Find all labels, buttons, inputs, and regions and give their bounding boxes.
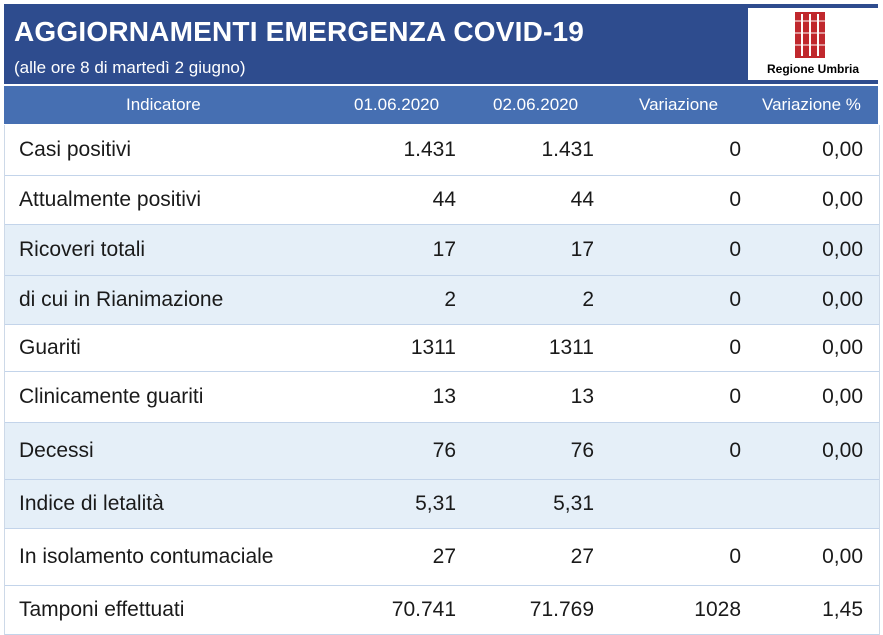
cell-variazione-pct: 0,00 <box>822 238 863 261</box>
row-label: Attualmente positivi <box>19 188 202 211</box>
cell-date-1: 1311 <box>410 336 456 359</box>
cell-date-1: 44 <box>432 188 456 211</box>
row-label: In isolamento contumaciale <box>19 545 274 568</box>
cell-date-1: 17 <box>432 238 456 261</box>
cell-date-2: 17 <box>570 238 594 261</box>
table-row: Attualmente positivi 44 44 0 0,00 <box>5 176 879 225</box>
cell-date-2: 44 <box>570 188 594 211</box>
cell-variazione: 0 <box>729 238 741 261</box>
regione-umbria-emblem-icon <box>795 12 825 58</box>
column-header-date-2: 02.06.2020 <box>493 95 579 114</box>
column-header-date-1: 01.06.2020 <box>354 95 440 114</box>
cell-date-1: 2 <box>444 288 456 311</box>
cell-date-2: 5,31 <box>553 492 594 515</box>
cell-date-2: 1311 <box>548 336 594 359</box>
row-label: Decessi <box>19 439 94 462</box>
table-row: Indice di letalità 5,31 5,31 <box>5 480 879 529</box>
column-header-indicatore: Indicatore <box>126 95 201 114</box>
cell-date-1: 70.741 <box>391 598 456 621</box>
data-table: Casi positivi 1.431 1.431 0 0,00 Attualmente … <box>4 125 880 635</box>
logo-text: Regione Umbria <box>766 62 859 76</box>
cell-date-2: 27 <box>570 545 594 568</box>
table-row: Tamponi effettuati 70.741 71.769 1028 1,45 <box>5 586 879 635</box>
table-row: Guariti 1311 1311 0 0,00 <box>5 325 879 372</box>
column-header-variazione-pct: Variazione % <box>762 95 861 114</box>
header-banner: AGGIORNAMENTI EMERGENZA COVID-19 (alle o… <box>4 4 878 84</box>
cell-variazione-pct: 0,00 <box>822 138 863 161</box>
regione-umbria-logo: Regione Umbria <box>748 8 878 80</box>
cell-date-2: 76 <box>570 439 594 462</box>
cell-date-1: 5,31 <box>415 492 456 515</box>
cell-variazione-pct: 0,00 <box>822 545 863 568</box>
cell-variazione: 1028 <box>694 598 741 621</box>
cell-variazione: 0 <box>729 188 741 211</box>
row-label: Indice di letalità <box>19 492 164 515</box>
table-row: Decessi 76 76 0 0,00 <box>5 423 879 480</box>
cell-date-1: 27 <box>432 545 456 568</box>
cell-variazione: 0 <box>729 288 741 311</box>
cell-date-2: 2 <box>582 288 594 311</box>
cell-date-1: 76 <box>432 439 456 462</box>
cell-date-2: 13 <box>570 385 594 408</box>
column-header-row: Indicatore 01.06.2020 02.06.2020 Variazi… <box>4 86 878 124</box>
column-header-variazione: Variazione <box>639 95 719 114</box>
row-label: Tamponi effettuati <box>19 598 185 621</box>
cell-date-2: 1.431 <box>541 138 594 161</box>
cell-variazione-pct: 0,00 <box>822 336 863 359</box>
cell-variazione: 0 <box>729 439 741 462</box>
cell-variazione-pct: 0,00 <box>822 188 863 211</box>
table-row: Ricoveri totali 17 17 0 0,00 <box>5 225 879 276</box>
row-label: Guariti <box>19 336 81 359</box>
cell-variazione: 0 <box>729 336 741 359</box>
row-label: di cui in Rianimazione <box>19 288 224 311</box>
table-row: In isolamento contumaciale 27 27 0 0,00 <box>5 529 879 586</box>
table-row: di cui in Rianimazione 2 2 0 0,00 <box>5 276 879 325</box>
row-label: Casi positivi <box>19 138 132 161</box>
cell-variazione: 0 <box>729 385 741 408</box>
table-row: Casi positivi 1.431 1.431 0 0,00 <box>5 125 879 176</box>
cell-variazione: 0 <box>729 138 741 161</box>
cell-date-2: 71.769 <box>529 598 594 621</box>
cell-variazione-pct: 0,00 <box>822 439 863 462</box>
row-label: Ricoveri totali <box>19 238 146 261</box>
row-label: Clinicamente guariti <box>19 385 204 408</box>
cell-variazione-pct: 1,45 <box>822 598 863 621</box>
table-row: Clinicamente guariti 13 13 0 0,00 <box>5 372 879 423</box>
cell-variazione-pct: 0,00 <box>822 288 863 311</box>
page-subtitle: (alle ore 8 di martedì 2 giugno) <box>14 58 246 77</box>
cell-variazione-pct: 0,00 <box>822 385 863 408</box>
cell-variazione: 0 <box>729 545 741 568</box>
cell-date-1: 13 <box>432 385 456 408</box>
page-title: AGGIORNAMENTI EMERGENZA COVID-19 <box>14 16 585 47</box>
cell-date-1: 1.431 <box>403 138 456 161</box>
